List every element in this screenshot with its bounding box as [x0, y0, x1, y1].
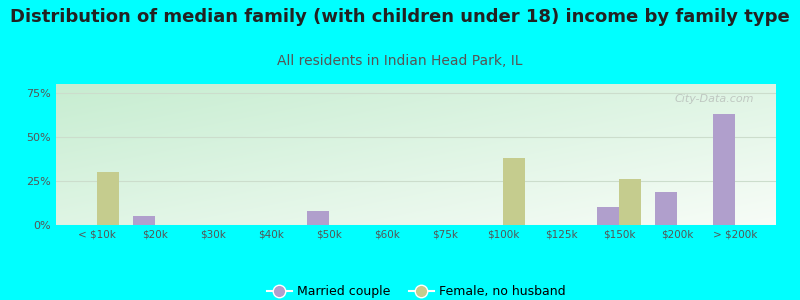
- Bar: [714, 114, 735, 225]
- Bar: [655, 191, 678, 225]
- Text: City-Data.com: City-Data.com: [675, 94, 754, 104]
- Text: All residents in Indian Head Park, IL: All residents in Indian Head Park, IL: [278, 54, 522, 68]
- Bar: [503, 158, 525, 225]
- Bar: [97, 172, 118, 225]
- Bar: [307, 211, 329, 225]
- Bar: [619, 179, 642, 225]
- Bar: [597, 207, 619, 225]
- Text: Distribution of median family (with children under 18) income by family type: Distribution of median family (with chil…: [10, 8, 790, 26]
- Bar: [133, 216, 154, 225]
- Legend: Married couple, Female, no husband: Married couple, Female, no husband: [262, 280, 570, 300]
